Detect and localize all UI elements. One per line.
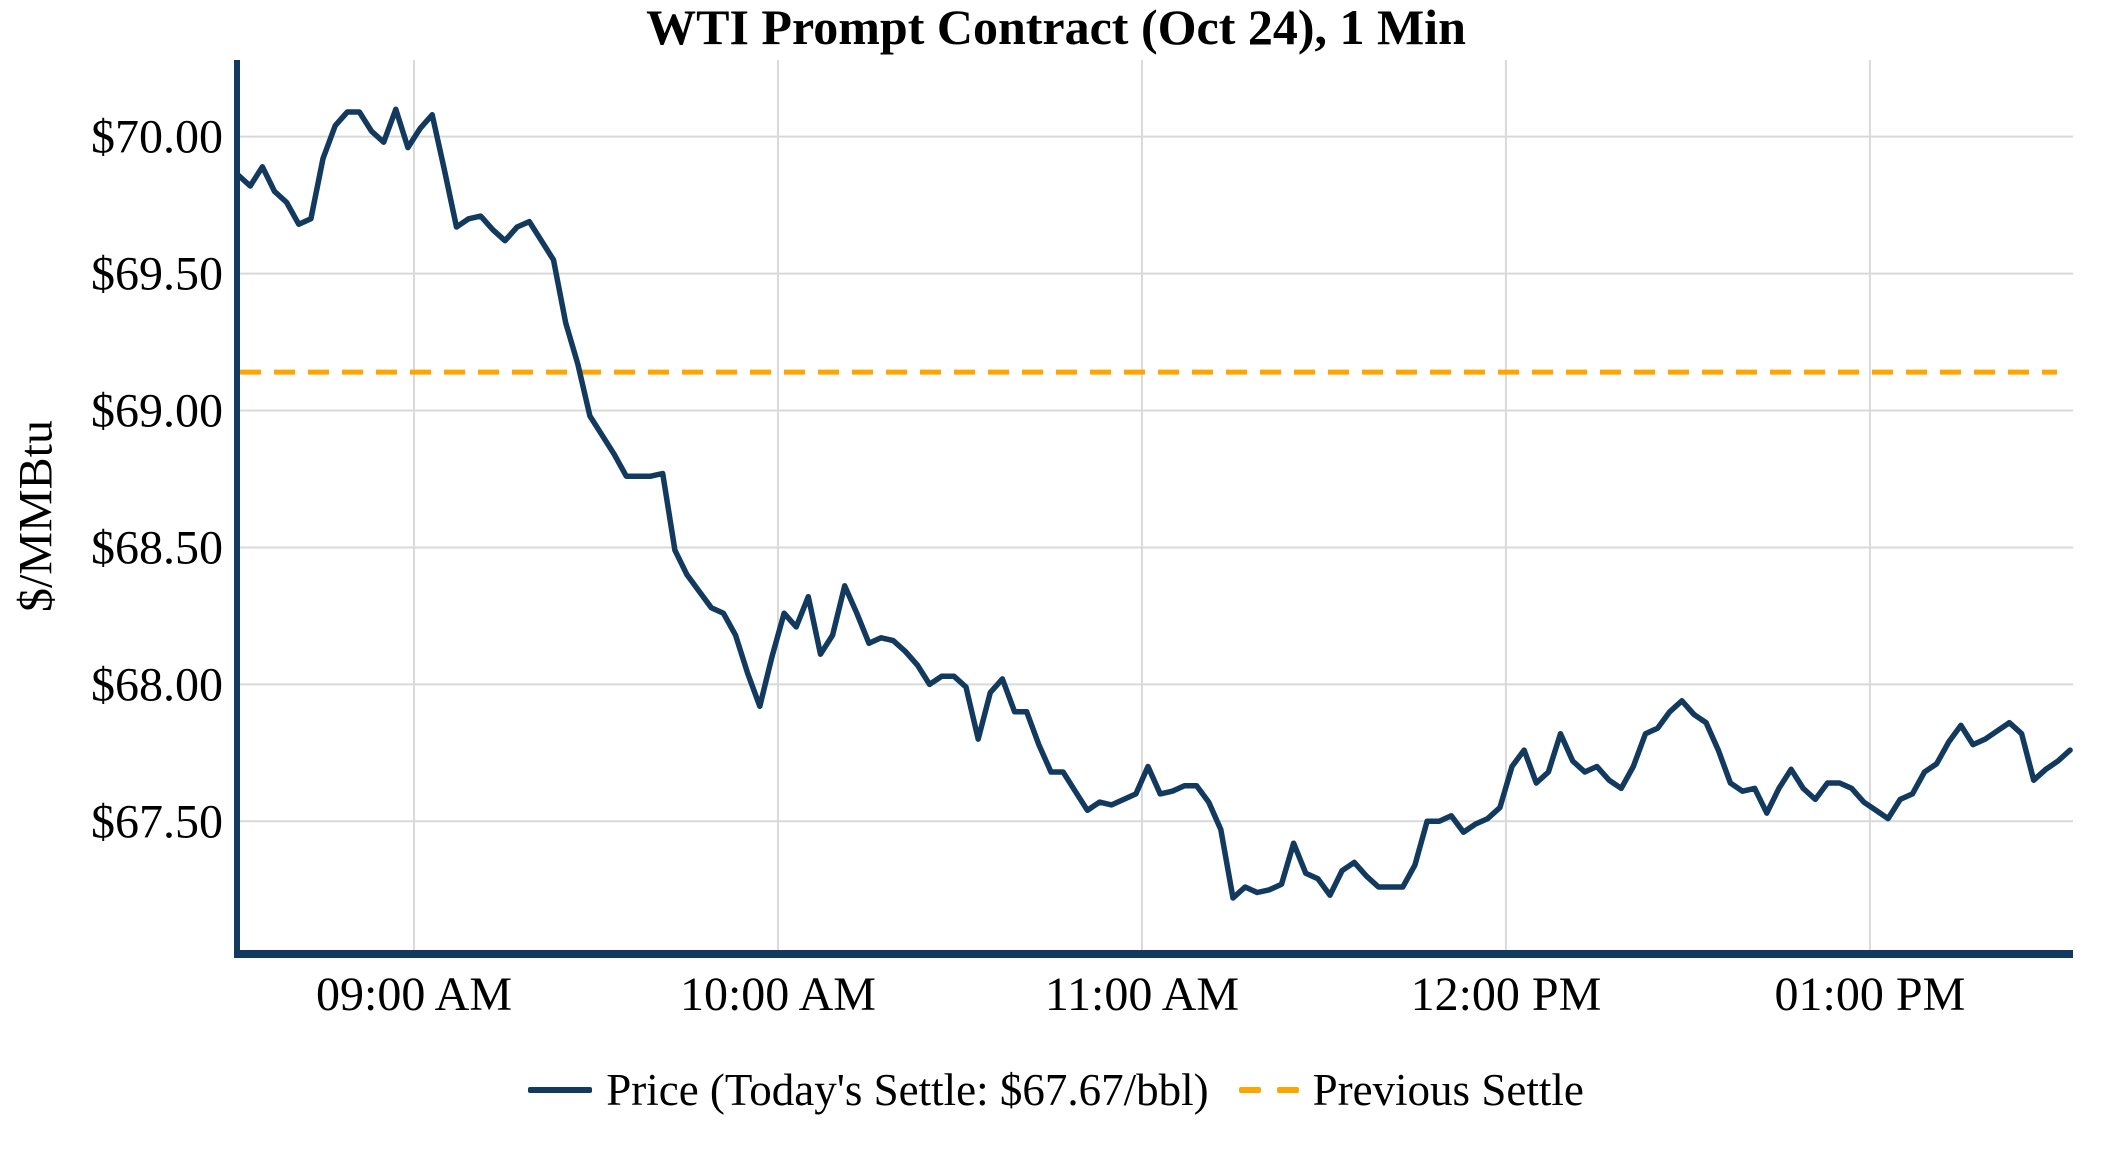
y-tick-label: $68.00	[91, 658, 223, 711]
y-tick-label: $68.50	[91, 521, 223, 574]
y-tick-label: $69.00	[91, 385, 223, 438]
previous-settle-dash-swatch	[1238, 1087, 1299, 1093]
x-tick-label: 09:00 AM	[316, 968, 512, 1021]
chart-legend: Price (Today's Settle: $67.67/bbl) Previ…	[0, 1062, 2112, 1118]
x-tick-label: 01:00 PM	[1775, 968, 1966, 1021]
y-tick-label: $67.50	[91, 795, 223, 848]
y-tick-label: $69.50	[91, 248, 223, 301]
dash-segment-icon	[1276, 1087, 1299, 1093]
price-line-swatch	[528, 1087, 593, 1093]
dash-segment-icon	[1238, 1087, 1261, 1093]
y-tick-label: $70.00	[91, 111, 223, 164]
legend-item-previous-settle: Previous Settle	[1238, 1064, 1584, 1116]
x-tick-label: 11:00 AM	[1045, 968, 1239, 1021]
chart-title: WTI Prompt Contract (Oct 24), 1 Min	[646, 0, 1466, 55]
x-tick-label: 12:00 PM	[1411, 968, 1602, 1021]
x-axis-spine	[234, 950, 2073, 958]
price-line	[235, 106, 2073, 901]
price-legend-label: Price (Today's Settle: $67.67/bbl)	[606, 1065, 1209, 1115]
legend-item-price: Price (Today's Settle: $67.67/bbl)	[528, 1064, 1209, 1116]
x-tick-label: 10:00 AM	[680, 968, 876, 1021]
y-axis-spine	[234, 60, 240, 958]
previous-settle-legend-label: Previous Settle	[1312, 1065, 1584, 1115]
